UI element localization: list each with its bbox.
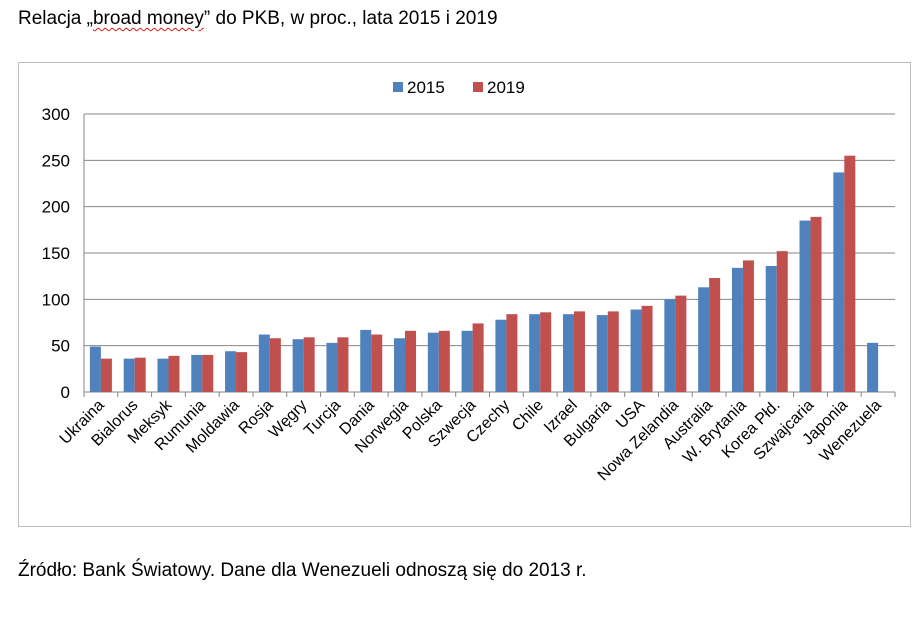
y-tick-label: 0 <box>61 383 70 402</box>
legend-swatch-2019 <box>473 82 483 92</box>
bar-2019 <box>810 216 822 392</box>
y-tick-label: 250 <box>42 151 70 170</box>
bar-2015 <box>89 346 101 392</box>
bar-2019 <box>607 311 619 392</box>
bar-2019 <box>100 358 112 392</box>
bar-2019 <box>134 357 146 392</box>
bar-2015 <box>495 319 507 392</box>
bar-2019 <box>236 352 248 392</box>
bar-2015 <box>461 330 473 392</box>
bar-2015 <box>191 354 203 392</box>
bar-2019 <box>337 337 349 392</box>
bar-2019 <box>168 355 180 392</box>
bar-2015 <box>360 329 372 392</box>
chart-frame <box>18 62 911 527</box>
bar-2019 <box>742 260 754 392</box>
x-tick-label: Turcja <box>301 397 344 440</box>
bar-2019 <box>675 295 687 392</box>
bar-2015 <box>731 267 743 392</box>
bar-2015 <box>765 265 777 392</box>
bar-2015 <box>326 342 338 392</box>
y-tick-label: 300 <box>42 105 70 124</box>
bar-2019 <box>472 323 484 392</box>
legend-label: 2019 <box>487 78 525 97</box>
bar-2015 <box>529 314 541 392</box>
title-spellcheck-term: broad money <box>92 8 204 29</box>
bar-2015 <box>427 332 439 392</box>
bar-2015 <box>258 334 270 392</box>
bar-2015 <box>225 351 237 392</box>
bar-2019 <box>303 337 315 392</box>
bar-2015 <box>292 339 304 392</box>
legend-swatch-2015 <box>393 82 403 92</box>
bar-2019 <box>573 311 585 392</box>
bar-2019 <box>776 251 788 392</box>
bar-2015 <box>394 338 406 392</box>
y-tick-label: 100 <box>42 290 70 309</box>
title-text-start: Relacja „ <box>18 8 93 29</box>
bar-2019 <box>506 314 518 392</box>
bar-2019 <box>202 354 214 392</box>
y-tick-label: 150 <box>42 244 70 263</box>
bar-2019 <box>709 278 721 392</box>
x-tick-label: Węgry <box>266 397 311 442</box>
bar-2019 <box>269 338 281 392</box>
bar-2019 <box>405 330 417 392</box>
bar-2015 <box>833 172 845 392</box>
source-note: Źródło: Bank Światowy. Dane dla Wenezuel… <box>18 560 587 581</box>
bar-2019 <box>641 305 653 392</box>
bar-2015 <box>157 358 169 392</box>
bar-2019 <box>844 155 856 392</box>
title-text-end: ” do PKB, w proc., lata 2015 i 2019 <box>203 8 498 29</box>
bar-2015 <box>799 220 811 392</box>
bar-2015 <box>123 358 135 392</box>
y-tick-label: 50 <box>51 337 70 356</box>
bar-2015 <box>596 315 608 392</box>
bar-2015 <box>664 299 676 392</box>
x-tick-label: Chile <box>509 397 547 435</box>
bar-2019 <box>438 330 450 392</box>
bar-2015 <box>562 314 574 392</box>
bar-2019 <box>371 334 383 392</box>
legend-label: 2015 <box>407 78 445 97</box>
bar-2015 <box>867 342 879 392</box>
bar-2015 <box>630 309 642 392</box>
page-title: Relacja „broad money” do PKB, w proc., l… <box>18 8 498 30</box>
bar-2015 <box>698 287 710 392</box>
y-tick-label: 200 <box>42 198 70 217</box>
bar-2019 <box>540 312 552 392</box>
